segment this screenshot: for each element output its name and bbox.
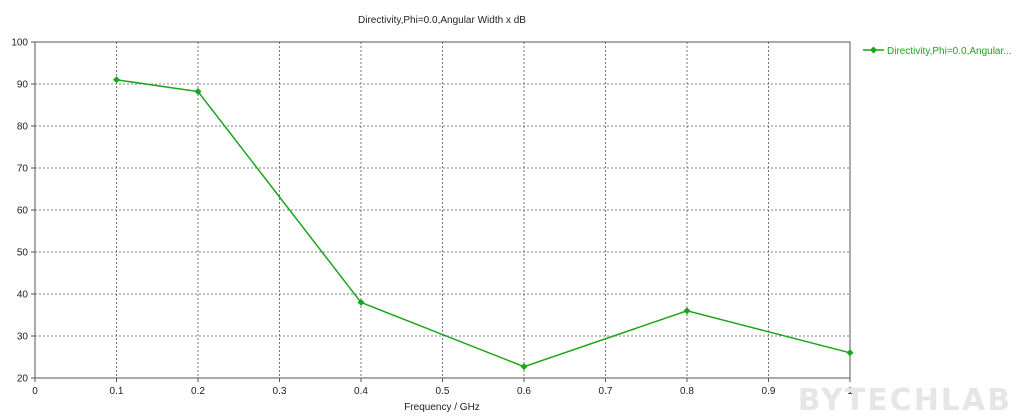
x-tick-label: 0.4 — [354, 386, 368, 397]
x-tick-label: 0.3 — [273, 386, 287, 397]
data-point — [194, 88, 202, 96]
x-tick-label: 1 — [847, 386, 853, 397]
y-tick-label: 20 — [17, 374, 29, 385]
x-tick-label: 0.9 — [762, 386, 776, 397]
x-tick-label: 0 — [32, 386, 38, 397]
y-tick-label: 50 — [17, 248, 29, 259]
y-tick-label: 90 — [17, 80, 29, 91]
x-tick-label: 0.5 — [436, 386, 450, 397]
legend: Directivity,Phi=0.0,Angular... — [863, 46, 1012, 57]
x-tick-label: 0.8 — [680, 386, 694, 397]
y-tick-label: 60 — [17, 206, 29, 217]
legend-marker — [870, 46, 877, 54]
series-line — [116, 79, 851, 368]
watermark: BYTECHLAB — [798, 383, 1012, 417]
grid — [35, 42, 850, 378]
x-tick-label: 0.2 — [191, 386, 205, 397]
y-tick-label: 30 — [17, 332, 29, 343]
data-point — [683, 307, 691, 315]
data-point — [357, 298, 365, 306]
y-tick-label: 40 — [17, 290, 29, 301]
y-tick-label: 80 — [17, 122, 29, 133]
chart-title: Directivity,Phi=0.0,Angular Width x dB — [358, 15, 526, 26]
y-tick-label: 70 — [17, 164, 29, 175]
legend-entry: Directivity,Phi=0.0,Angular... — [887, 46, 1012, 57]
x-tick-label: 0.6 — [517, 386, 531, 397]
series-group — [113, 76, 854, 371]
x-tick-label: 0.7 — [599, 386, 613, 397]
data-point — [846, 349, 854, 357]
data-point — [113, 76, 120, 84]
y-tick-label: 100 — [11, 38, 28, 49]
x-tick-label: 0.1 — [110, 386, 124, 397]
data-point — [520, 363, 528, 371]
x-axis-label: Frequency / GHz — [404, 402, 480, 413]
x-axis-ticks: 0 0.1 0.2 0.3 0.4 0.5 0.6 0.7 0.8 0.9 1 — [32, 378, 853, 397]
y-axis-ticks: 20 30 40 50 60 70 80 90 100 — [11, 38, 35, 385]
